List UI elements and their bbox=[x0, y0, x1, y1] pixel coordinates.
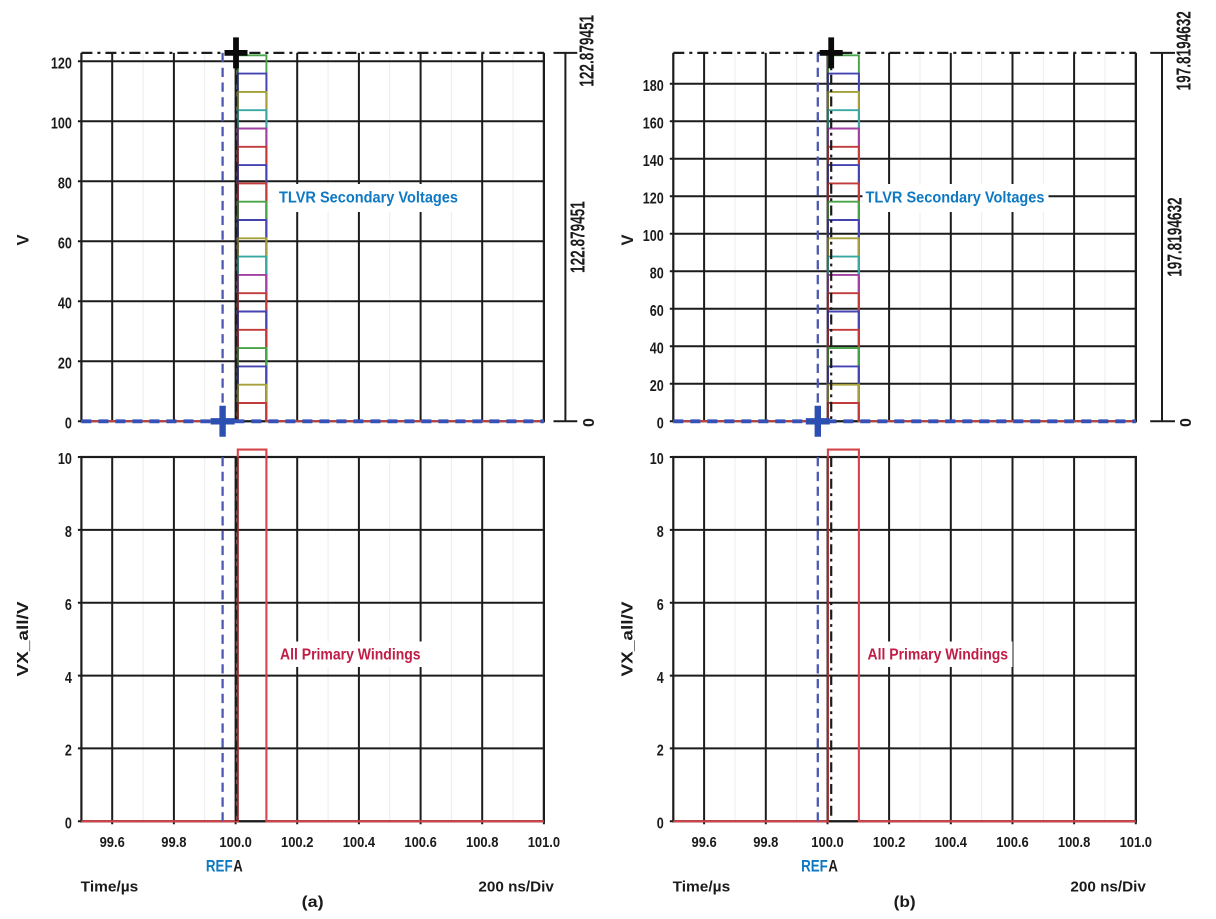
svg-text:200 ns/Div: 200 ns/Div bbox=[1070, 879, 1146, 896]
svg-text:120: 120 bbox=[51, 56, 72, 73]
svg-text:20: 20 bbox=[650, 378, 664, 395]
svg-text:A: A bbox=[828, 857, 838, 876]
svg-text:6: 6 bbox=[657, 597, 664, 614]
svg-text:10: 10 bbox=[650, 451, 664, 468]
svg-text:A: A bbox=[233, 857, 243, 876]
svg-text:99.6: 99.6 bbox=[100, 834, 125, 851]
svg-text:99.6: 99.6 bbox=[692, 834, 717, 851]
svg-text:101.0: 101.0 bbox=[528, 834, 560, 851]
svg-text:0: 0 bbox=[657, 416, 664, 433]
svg-text:100.8: 100.8 bbox=[466, 834, 498, 851]
svg-text:(a): (a) bbox=[302, 894, 324, 911]
svg-text:197.8194632: 197.8194632 bbox=[1174, 11, 1196, 90]
svg-text:20: 20 bbox=[58, 356, 72, 373]
svg-text:TLVR Secondary Voltages: TLVR Secondary Voltages bbox=[866, 190, 1045, 207]
svg-text:100.4: 100.4 bbox=[343, 834, 376, 851]
svg-text:100: 100 bbox=[643, 228, 664, 245]
svg-text:VX_all/V: VX_all/V bbox=[620, 601, 637, 676]
svg-text:100.2: 100.2 bbox=[281, 834, 313, 851]
svg-text:0: 0 bbox=[657, 816, 664, 833]
svg-text:180: 180 bbox=[643, 78, 664, 95]
svg-text:0: 0 bbox=[65, 816, 72, 833]
svg-text:100.6: 100.6 bbox=[996, 834, 1028, 851]
svg-text:0: 0 bbox=[581, 418, 598, 427]
svg-text:Time/µs: Time/µs bbox=[673, 879, 731, 896]
svg-text:101.0: 101.0 bbox=[1120, 834, 1152, 851]
svg-text:V: V bbox=[14, 234, 32, 245]
svg-text:100.8: 100.8 bbox=[1058, 834, 1090, 851]
svg-text:99.8: 99.8 bbox=[161, 834, 186, 851]
svg-text:40: 40 bbox=[650, 341, 664, 358]
svg-text:100.4: 100.4 bbox=[935, 834, 968, 851]
svg-text:160: 160 bbox=[643, 116, 664, 133]
svg-text:V: V bbox=[619, 234, 637, 245]
svg-text:200 ns/Div: 200 ns/Div bbox=[478, 879, 554, 896]
svg-text:99.8: 99.8 bbox=[753, 834, 778, 851]
svg-text:8: 8 bbox=[657, 524, 664, 541]
svg-text:122.879451: 122.879451 bbox=[576, 15, 598, 87]
svg-text:100.2: 100.2 bbox=[873, 834, 905, 851]
svg-text:REF: REF bbox=[801, 857, 828, 876]
svg-text:0: 0 bbox=[65, 416, 72, 433]
svg-text:REF: REF bbox=[206, 857, 233, 876]
svg-text:60: 60 bbox=[650, 303, 664, 320]
svg-text:2: 2 bbox=[657, 743, 664, 760]
svg-text:10: 10 bbox=[58, 451, 72, 468]
svg-text:100.0: 100.0 bbox=[811, 834, 843, 851]
svg-text:100.0: 100.0 bbox=[219, 834, 251, 851]
svg-text:122.879451: 122.879451 bbox=[567, 201, 589, 273]
svg-text:8: 8 bbox=[65, 524, 72, 541]
svg-text:VX_all/V: VX_all/V bbox=[15, 601, 32, 676]
svg-text:(b): (b) bbox=[894, 894, 916, 911]
svg-text:100.6: 100.6 bbox=[404, 834, 436, 851]
svg-text:4: 4 bbox=[65, 670, 72, 687]
svg-text:6: 6 bbox=[65, 597, 72, 614]
svg-text:120: 120 bbox=[643, 191, 664, 208]
svg-text:Time/µs: Time/µs bbox=[81, 879, 139, 896]
svg-text:2: 2 bbox=[65, 743, 72, 760]
svg-text:197.8194632: 197.8194632 bbox=[1165, 197, 1187, 276]
svg-text:TLVR Secondary Voltages: TLVR Secondary Voltages bbox=[279, 190, 458, 207]
svg-text:140: 140 bbox=[643, 153, 664, 170]
svg-text:40: 40 bbox=[58, 296, 72, 313]
svg-text:4: 4 bbox=[657, 670, 664, 687]
svg-text:80: 80 bbox=[650, 266, 664, 283]
svg-text:All Primary Windings: All Primary Windings bbox=[868, 647, 1009, 664]
svg-text:All Primary Windings: All Primary Windings bbox=[280, 647, 421, 664]
svg-text:80: 80 bbox=[58, 176, 72, 193]
svg-text:100: 100 bbox=[51, 116, 72, 133]
svg-text:60: 60 bbox=[58, 236, 72, 253]
svg-text:0: 0 bbox=[1178, 418, 1195, 427]
